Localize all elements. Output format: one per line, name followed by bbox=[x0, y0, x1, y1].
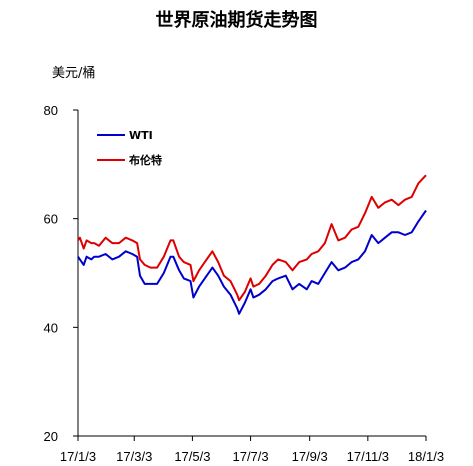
x-tick-label: 17/1/3 bbox=[60, 449, 96, 464]
x-tick-label: 17/7/3 bbox=[232, 449, 268, 464]
chart-axes: 20 40 60 80 17/1/3 17/3/3 17/5/3 17/7/3 17/9/3 17… bbox=[44, 103, 445, 464]
legend-label: 布伦特 bbox=[129, 153, 162, 167]
y-tick-label: 80 bbox=[44, 103, 58, 118]
chart-series bbox=[77, 174, 427, 315]
series-line-wti bbox=[77, 209, 427, 315]
series-line-brent bbox=[77, 174, 427, 302]
x-tick-label: 18/1/3 bbox=[408, 449, 444, 464]
x-tick-label: 17/9/3 bbox=[292, 449, 328, 464]
y-tick-label: 60 bbox=[44, 212, 58, 227]
y-tick-label: 20 bbox=[44, 429, 58, 444]
chart-legend: WTI 布伦特 bbox=[97, 129, 162, 167]
x-tick-label: 17/5/3 bbox=[174, 449, 210, 464]
chart-title: 世界原油期货走势图 bbox=[155, 10, 318, 31]
y-tick-label: 40 bbox=[44, 320, 58, 335]
x-tick-label: 17/11/3 bbox=[347, 449, 389, 464]
legend-label: WTI bbox=[129, 129, 153, 142]
x-tick-label: 17/3/3 bbox=[116, 449, 152, 464]
y-axis-unit-label: 美元/桶 bbox=[52, 66, 96, 81]
